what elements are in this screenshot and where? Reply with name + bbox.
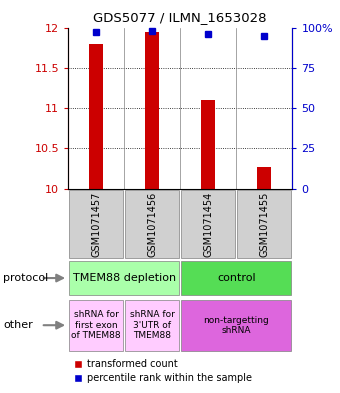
Bar	[89, 44, 103, 189]
Text: non-targetting
shRNA: non-targetting shRNA	[203, 316, 269, 335]
Text: GSM1071455: GSM1071455	[259, 191, 269, 257]
Bar	[181, 190, 235, 258]
Bar	[69, 190, 123, 258]
Title: GDS5077 / ILMN_1653028: GDS5077 / ILMN_1653028	[94, 11, 267, 24]
Bar	[201, 100, 215, 189]
Bar	[69, 261, 179, 295]
Text: protocol: protocol	[3, 273, 49, 283]
Text: shRNA for
first exon
of TMEM88: shRNA for first exon of TMEM88	[71, 310, 121, 340]
Bar	[181, 299, 291, 351]
Bar	[69, 299, 123, 351]
Text: GSM1071456: GSM1071456	[147, 191, 157, 257]
Bar	[181, 261, 291, 295]
Text: TMEM88 depletion: TMEM88 depletion	[72, 273, 176, 283]
Text: GSM1071454: GSM1071454	[203, 191, 213, 257]
Text: control: control	[217, 273, 256, 283]
Bar	[237, 190, 291, 258]
Bar	[257, 167, 271, 189]
Bar	[145, 31, 159, 189]
Bar	[125, 190, 179, 258]
Text: other: other	[3, 320, 33, 330]
Text: GSM1071457: GSM1071457	[91, 191, 101, 257]
Legend: transformed count, percentile rank within the sample: transformed count, percentile rank withi…	[73, 360, 252, 383]
Bar	[125, 299, 179, 351]
Text: shRNA for
3'UTR of
TMEM88: shRNA for 3'UTR of TMEM88	[130, 310, 174, 340]
